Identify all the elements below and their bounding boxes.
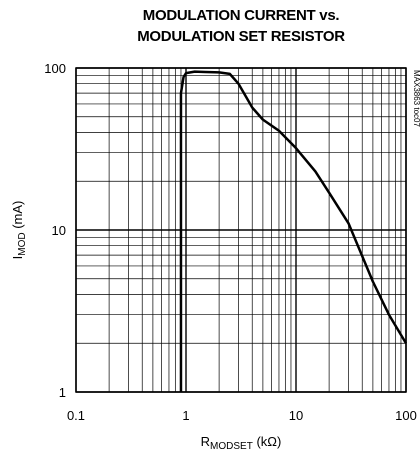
x-axis-label: RMODSET (kΩ) — [201, 434, 282, 452]
plot-frame — [75, 67, 407, 393]
annotation: MAX3863 toc07 — [412, 70, 420, 127]
y-tick-label: 1 — [59, 385, 66, 400]
label-main: I — [10, 256, 25, 260]
chart-title: MODULATION SET RESISTOR — [137, 28, 345, 45]
label-subscript: MODSET — [210, 441, 253, 452]
label-subscript: MOD — [17, 232, 28, 255]
x-tick-label: 0.1 — [67, 408, 85, 423]
label-suffix: (kΩ) — [253, 434, 282, 449]
label-suffix: (mA) — [10, 201, 25, 233]
x-tick-label: 1 — [182, 408, 189, 423]
x-tick-label: 10 — [289, 408, 303, 423]
y-axis-label: IMOD (mA) — [10, 201, 28, 260]
label-main: R — [201, 434, 210, 449]
data-line — [179, 70, 408, 392]
y-tick-label: 10 — [52, 223, 66, 238]
y-tick-label: 100 — [44, 61, 66, 76]
x-tick-label: 100 — [395, 408, 417, 423]
chart-title: MODULATION CURRENT vs. — [143, 7, 340, 24]
